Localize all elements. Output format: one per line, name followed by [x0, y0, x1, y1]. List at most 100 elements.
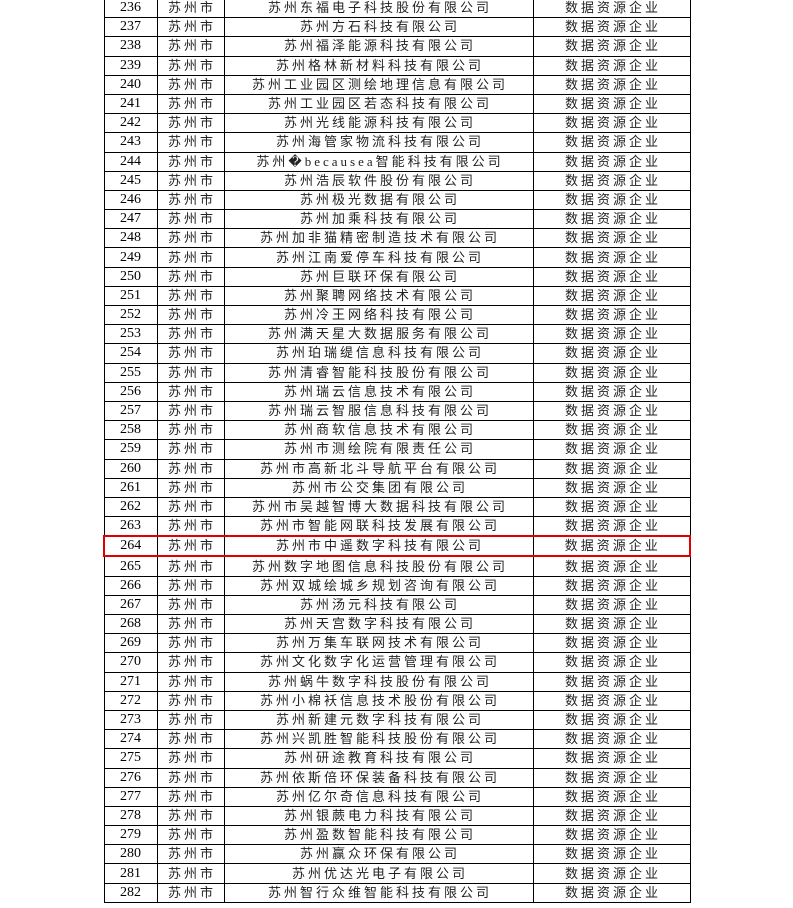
- row-number: 266: [103, 575, 158, 596]
- city-cell: 苏州市: [156, 748, 225, 769]
- company-name-cell: 苏州优达光电子有限公司: [223, 863, 534, 884]
- company-name-cell: 苏州海管家物流科技有限公司: [223, 132, 534, 153]
- city-cell: 苏州市: [156, 863, 225, 884]
- row-number-text: 249: [120, 249, 141, 265]
- row-number: 280: [103, 844, 158, 865]
- enterprise-type-cell: 数据资源企业: [532, 132, 691, 153]
- row-number: 269: [103, 633, 158, 654]
- city-cell-text: 苏州市: [167, 422, 216, 438]
- row-number: 252: [103, 304, 158, 326]
- row-number-text: 281: [120, 865, 141, 881]
- row-number: 236: [103, 0, 158, 19]
- city-cell: 苏州市: [156, 343, 225, 364]
- city-cell: 苏州市: [156, 285, 225, 307]
- city-cell-text: 苏州市: [167, 287, 216, 303]
- table-row: 249 苏州市 苏州江南爱停车科技有限公司 数据资源企业: [103, 247, 691, 268]
- row-number: 281: [103, 863, 158, 884]
- enterprise-type-cell-text: 数据资源企业: [564, 441, 661, 457]
- enterprise-type-cell: 数据资源企业: [532, 93, 691, 115]
- enterprise-type-cell-text: 数据资源企业: [564, 865, 661, 881]
- city-cell-text: 苏州市: [167, 460, 216, 476]
- row-number-text: 273: [120, 712, 141, 728]
- table-row: 267 苏州市 苏州汤元科技有限公司 数据资源企业: [103, 594, 691, 616]
- city-cell-text: 苏州市: [167, 268, 216, 284]
- city-cell-text: 苏州市: [167, 96, 216, 112]
- table-row: 240 苏州市 苏州工业园区测绘地理信息有限公司 数据资源企业: [103, 74, 691, 95]
- row-number: 256: [103, 381, 158, 402]
- company-name-cell-text: 苏州赢众环保有限公司: [299, 846, 460, 862]
- city-cell-text: 苏州市: [167, 134, 216, 150]
- enterprise-type-cell-text: 数据资源企业: [564, 422, 661, 438]
- company-name-cell: 苏州市吴越智博大数据科技有限公司: [223, 496, 534, 518]
- city-cell-text: 苏州市: [167, 731, 216, 747]
- row-number-text: 259: [120, 441, 141, 457]
- table-row: 280 苏州市 苏州赢众环保有限公司 数据资源企业: [103, 844, 691, 865]
- row-number-text: 260: [120, 460, 141, 476]
- enterprise-type-cell-text: 数据资源企业: [564, 558, 661, 574]
- company-name-cell: 苏州工业园区若态科技有限公司: [223, 93, 534, 115]
- company-name-cell: 苏州冷王网络科技有限公司: [223, 304, 534, 326]
- city-cell-text: 苏州市: [167, 57, 216, 73]
- city-cell-text: 苏州市: [167, 884, 216, 900]
- enterprise-type-cell-text: 数据资源企业: [564, 807, 661, 823]
- city-cell: 苏州市: [156, 594, 225, 616]
- enterprise-type-cell: 数据资源企业: [532, 304, 691, 326]
- city-cell-text: 苏州市: [167, 807, 216, 823]
- enterprise-type-cell: 数据资源企业: [532, 633, 691, 654]
- city-cell: 苏州市: [156, 477, 225, 498]
- enterprise-type-cell-text: 数据资源企业: [564, 96, 661, 112]
- table-row: 270 苏州市 苏州文化数字化运营管理有限公司 数据资源企业: [103, 652, 691, 673]
- company-name-cell-text: 苏州清睿智能科技股份有限公司: [267, 364, 492, 380]
- enterprise-type-cell: 数据资源企业: [532, 844, 691, 865]
- enterprise-type-cell: 数据资源企业: [532, 420, 691, 441]
- company-name-cell-text: 苏州方石科技有限公司: [299, 19, 460, 35]
- table-row: 247 苏州市 苏州加乘科技有限公司 数据资源企业: [103, 209, 691, 230]
- enterprise-type-cell-text: 数据资源企业: [564, 364, 661, 380]
- row-number: 275: [103, 748, 158, 769]
- row-number-text: 251: [120, 287, 141, 303]
- city-cell: 苏州市: [156, 247, 225, 268]
- city-cell-text: 苏州市: [167, 230, 216, 246]
- enterprise-type-cell-text: 数据资源企业: [564, 383, 661, 399]
- enterprise-type-cell: 数据资源企业: [532, 535, 691, 558]
- city-cell-text: 苏州市: [167, 19, 216, 35]
- enterprise-type-cell: 数据资源企业: [532, 343, 691, 364]
- row-number-text: 240: [120, 76, 141, 92]
- company-name-cell: 苏州方石科技有限公司: [223, 17, 534, 38]
- table-row: 241 苏州市 苏州工业园区若态科技有限公司 数据资源企业: [103, 93, 691, 115]
- enterprise-type-cell: 数据资源企业: [532, 113, 691, 134]
- city-cell-text: 苏州市: [167, 788, 216, 804]
- company-name-cell: 苏州双城绘城乡规划咨询有限公司: [223, 575, 534, 596]
- enterprise-type-cell: 数据资源企业: [532, 652, 691, 673]
- company-name-cell-text: 苏州市公交集团有限公司: [291, 479, 468, 495]
- row-number: 239: [103, 55, 158, 76]
- table-row: 262 苏州市 苏州市吴越智博大数据科技有限公司 数据资源企业: [103, 496, 691, 518]
- row-number-text: 270: [120, 654, 141, 670]
- row-number: 238: [103, 36, 158, 57]
- company-name-cell-text: 苏州江南爱停车科技有限公司: [275, 249, 484, 265]
- city-cell-text: 苏州市: [167, 538, 216, 554]
- enterprise-type-cell: 数据资源企业: [532, 748, 691, 769]
- table-row: 256 苏州市 苏州瑞云信息技术有限公司 数据资源企业: [103, 381, 691, 402]
- company-name-cell: 苏州市公交集团有限公司: [223, 477, 534, 498]
- city-cell: 苏州市: [156, 496, 225, 518]
- city-cell: 苏州市: [156, 844, 225, 865]
- city-cell: 苏州市: [156, 170, 225, 191]
- row-number-text: 256: [120, 383, 141, 399]
- table-row: 279 苏州市 苏州盈数智能科技有限公司 数据资源企业: [103, 825, 691, 846]
- company-name-cell: 苏州格林新材料科技有限公司: [223, 55, 534, 76]
- city-cell: 苏州市: [156, 535, 225, 558]
- row-number-text: 237: [120, 19, 141, 35]
- row-number-text: 255: [120, 364, 141, 380]
- row-number: 267: [103, 594, 158, 616]
- row-number: 251: [103, 285, 158, 307]
- enterprise-type-cell-text: 数据资源企业: [564, 287, 661, 303]
- city-cell-text: 苏州市: [167, 865, 216, 881]
- city-cell: 苏州市: [156, 381, 225, 402]
- city-cell: 苏州市: [156, 709, 225, 731]
- table-row: 248 苏州市 苏州加非猫精密制造技术有限公司 数据资源企业: [103, 228, 691, 249]
- table-row: 260 苏州市 苏州市高新北斗导航平台有限公司 数据资源企业: [103, 458, 691, 479]
- row-number-text: 263: [120, 518, 141, 534]
- enterprise-type-cell-text: 数据资源企业: [564, 731, 661, 747]
- company-name-cell-text: 苏州兴凯胜智能科技股份有限公司: [259, 731, 500, 747]
